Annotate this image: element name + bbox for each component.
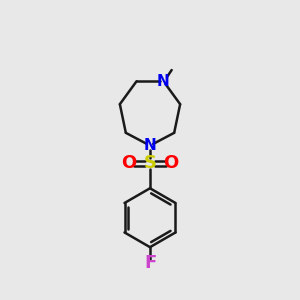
Text: O: O (164, 154, 179, 172)
Text: O: O (121, 154, 136, 172)
Text: S: S (143, 154, 157, 172)
Text: N: N (144, 138, 156, 153)
Text: N: N (157, 74, 170, 89)
Text: F: F (144, 254, 156, 272)
